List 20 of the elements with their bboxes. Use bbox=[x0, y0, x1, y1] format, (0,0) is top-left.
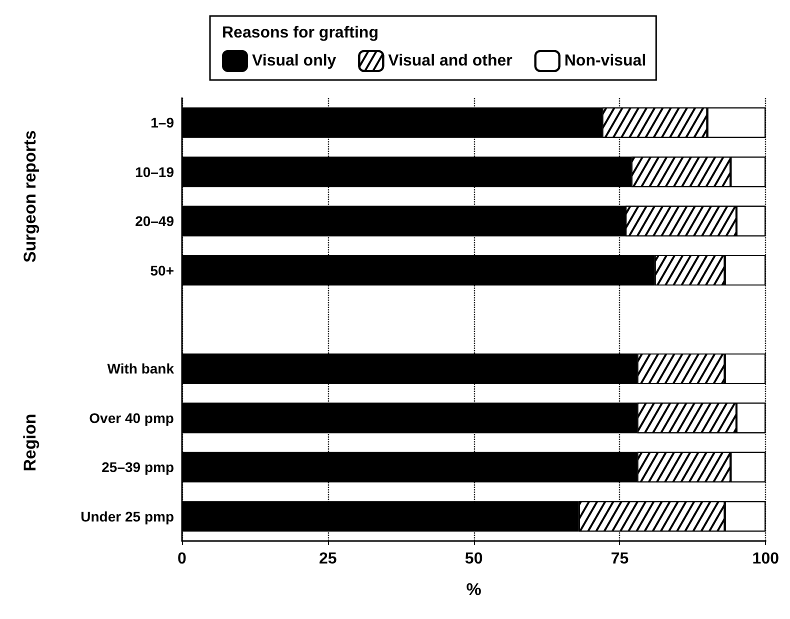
x-tick-label: 0 bbox=[178, 550, 187, 568]
text: Region bbox=[20, 414, 40, 472]
x-tick-label: 75 bbox=[610, 550, 629, 568]
y-tick-label: 10–19 bbox=[135, 164, 174, 180]
y-tick-label: Over 40 pmp bbox=[89, 410, 174, 426]
x-axis-title: % bbox=[466, 580, 482, 599]
y-tick-label: 25–39 pmp bbox=[102, 459, 174, 476]
legend-label: Non-visual bbox=[564, 52, 646, 70]
y-tick-label: 1–9 bbox=[150, 114, 174, 131]
text: Surgeon reports bbox=[20, 130, 40, 263]
legend-title: Reasons for grafting bbox=[222, 24, 378, 42]
y-tick-label: 20–49 bbox=[135, 213, 174, 230]
x-tick-label: 50 bbox=[464, 550, 483, 568]
legend-label: Visual only bbox=[252, 52, 336, 70]
x-tick-label: 100 bbox=[752, 550, 780, 568]
legend-label: Visual and other bbox=[388, 52, 512, 70]
y-tick-label: With bank bbox=[107, 360, 174, 377]
x-tick-label: 25 bbox=[319, 550, 337, 568]
y-tick-label: Under 25 pmp bbox=[80, 508, 174, 524]
y-tick-label: 50+ bbox=[150, 262, 174, 278]
